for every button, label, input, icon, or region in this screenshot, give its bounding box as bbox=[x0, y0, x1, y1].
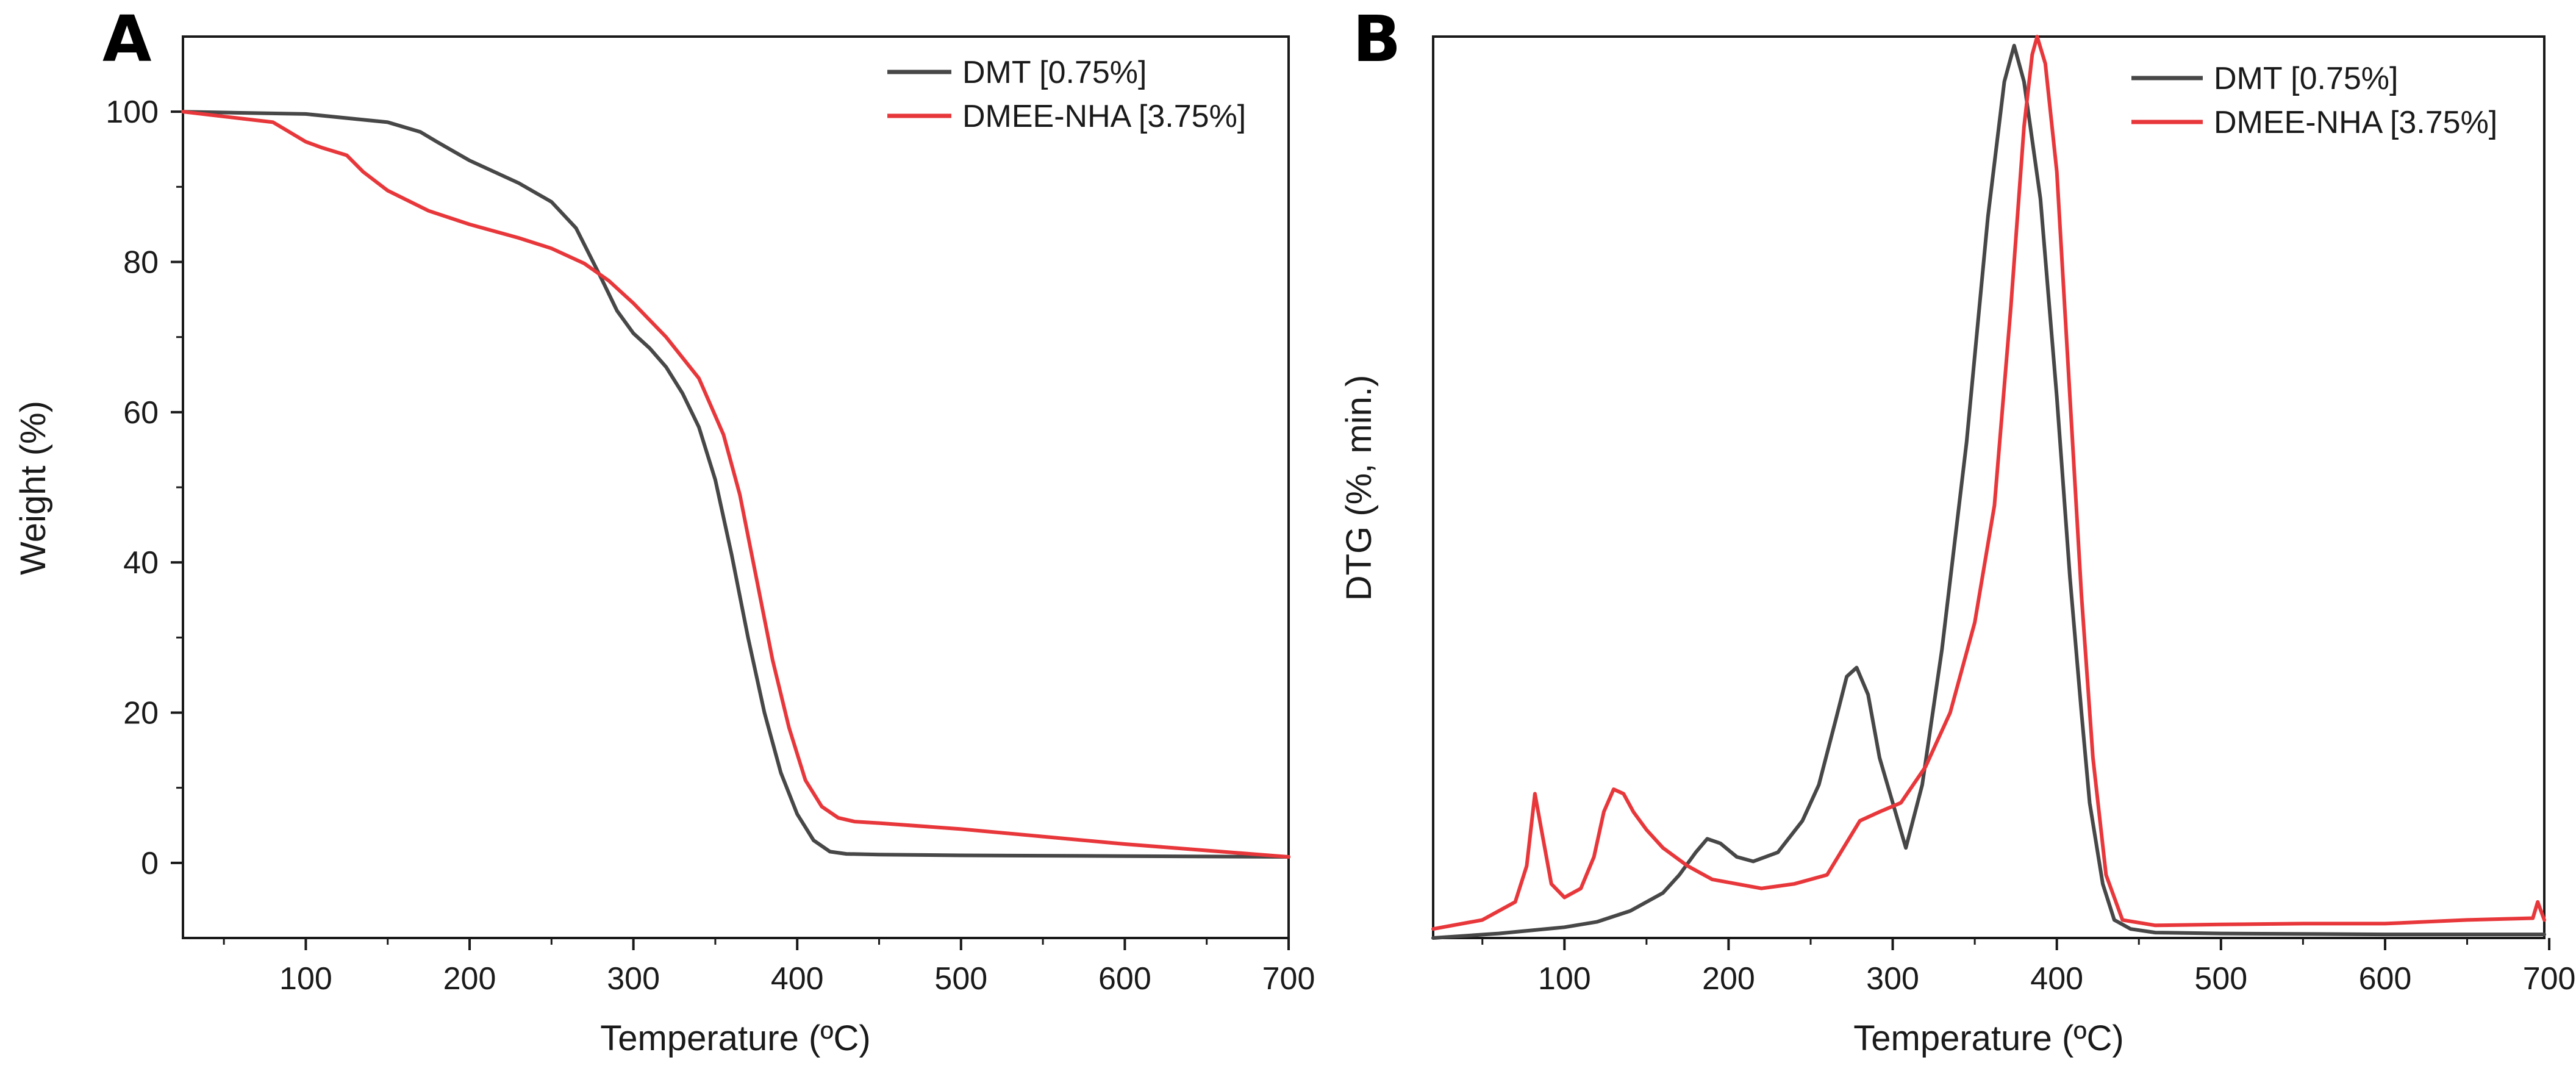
panel-b-series bbox=[1431, 35, 2546, 940]
panel-a-y-tick-label: 80 bbox=[123, 245, 159, 281]
panel-b-series-dmt-line bbox=[1431, 43, 2546, 940]
panel-a-y-tick-label: 60 bbox=[123, 395, 159, 431]
panel-a-y-tick-label: 40 bbox=[123, 545, 159, 581]
panel-a-legend-dmee: DMEE-NHA [3.75%] bbox=[962, 99, 1246, 134]
panel-b-x-tick-label: 200 bbox=[1702, 961, 1755, 997]
panel-b-y-axis-label: DTG (%, min.) bbox=[1339, 375, 1379, 601]
panel-a-x-tick-label: 500 bbox=[934, 961, 987, 997]
panel-a-x-axis-label: Temperature (ºC) bbox=[600, 1019, 870, 1058]
panel-a-series bbox=[181, 110, 1290, 859]
panel-a-x-tick-label: 700 bbox=[1262, 961, 1315, 997]
panel-a-y-tick-label: 0 bbox=[141, 846, 159, 881]
panel-b-legend-dmee: DMEE-NHA [3.75%] bbox=[2214, 105, 2497, 140]
panel-a-x-tick-label: 600 bbox=[1098, 961, 1151, 997]
panel-a-series-dmt-line bbox=[181, 110, 1290, 859]
panel-a-plot-frame bbox=[182, 35, 1290, 939]
panel-a-series-dmee-nha-line bbox=[181, 110, 1290, 859]
panel-b-x-tick-label: 400 bbox=[2030, 961, 2083, 997]
panel-a-legend-dmt: DMT [0.75%] bbox=[962, 55, 1147, 90]
panel-b-x-tick-label: 600 bbox=[2359, 961, 2412, 997]
panel-a-x-tick-label: 200 bbox=[443, 961, 496, 997]
panel-a-ticks: 100 200 300 400 500 600 700 0 20 40 60 80 100 bbox=[106, 95, 1315, 997]
panel-a-letter: A bbox=[102, 2, 152, 76]
panel-a-x-tick-label: 400 bbox=[771, 961, 824, 997]
panel-a-chart: A 100 200 300 400 500 600 700 0 20 40 60 80 100 Temp… bbox=[13, 2, 1315, 1058]
panel-a-y-axis-label: Weight (%) bbox=[13, 401, 53, 575]
panel-b-chart: B 100 200 300 400 500 600 700 Temperature (ºC)… bbox=[1339, 2, 2575, 1058]
panel-b-x-axis-label: Temperature (ºC) bbox=[1853, 1019, 2123, 1058]
panel-a-x-tick-label: 300 bbox=[607, 961, 660, 997]
panel-b-ticks: 100 200 300 400 500 600 700 bbox=[1481, 938, 2576, 997]
panel-b-x-tick-label: 700 bbox=[2523, 961, 2576, 997]
panel-b-series-dmee-nha-line bbox=[1431, 35, 2546, 931]
panel-a-x-tick-label: 100 bbox=[279, 961, 332, 997]
panel-b-x-tick-label: 300 bbox=[1866, 961, 1919, 997]
panel-b-letter: B bbox=[1353, 2, 1401, 76]
panel-a-legend: DMT [0.75%] DMEE-NHA [3.75%] bbox=[887, 55, 1246, 134]
panel-b-legend: DMT [0.75%] DMEE-NHA [3.75%] bbox=[2131, 61, 2497, 140]
panel-a-y-tick-label: 100 bbox=[106, 95, 159, 130]
panel-b-x-tick-label: 500 bbox=[2194, 961, 2247, 997]
panel-b-legend-dmt: DMT [0.75%] bbox=[2214, 61, 2398, 96]
panel-b-plot-frame bbox=[1432, 35, 2546, 939]
panel-a-y-tick-label: 20 bbox=[123, 696, 159, 731]
panel-b-x-tick-label: 100 bbox=[1538, 961, 1591, 997]
